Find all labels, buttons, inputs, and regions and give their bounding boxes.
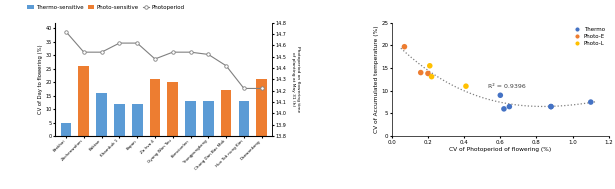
Bar (167, 82, 178, 136)
Y-axis label: CV of Day to flowering (%): CV of Day to flowering (%) (38, 45, 43, 114)
Point (423, 72, 433, 75)
Bar (97, 93, 107, 136)
Bar (221, 90, 231, 136)
Point (425, 64, 435, 67)
Point (400, 45, 410, 48)
Bar (203, 101, 213, 136)
Y-axis label: CV of Accumulated temperature (%): CV of Accumulated temperature (%) (373, 26, 379, 133)
Bar (61, 123, 71, 136)
Bar (114, 104, 125, 136)
Legend: Thermo, Photo-E, Photo-L: Thermo, Photo-E, Photo-L (570, 26, 606, 47)
Bar (185, 101, 196, 136)
Bar (239, 101, 249, 136)
Point (546, 105, 556, 108)
Point (504, 105, 514, 108)
Point (461, 85, 471, 88)
Text: R² = 0.9396: R² = 0.9396 (488, 84, 525, 89)
Y-axis label: Photoperiod on flowering time
of planting at May 31 (h): Photoperiod on flowering time of plantin… (291, 46, 300, 112)
Point (546, 105, 556, 108)
Bar (132, 104, 143, 136)
X-axis label: CV of Photoperiod of flowering (%): CV of Photoperiod of flowering (%) (449, 147, 552, 152)
Bar (149, 79, 161, 136)
Point (496, 94, 506, 97)
Point (499, 107, 509, 110)
Point (416, 71, 426, 74)
Point (586, 101, 596, 104)
Bar (256, 79, 267, 136)
Bar (79, 66, 89, 136)
Legend: Thermo-sensitive, Photo-sensitive, Photoperiod: Thermo-sensitive, Photo-sensitive, Photo… (28, 5, 184, 10)
Point (427, 75, 437, 78)
